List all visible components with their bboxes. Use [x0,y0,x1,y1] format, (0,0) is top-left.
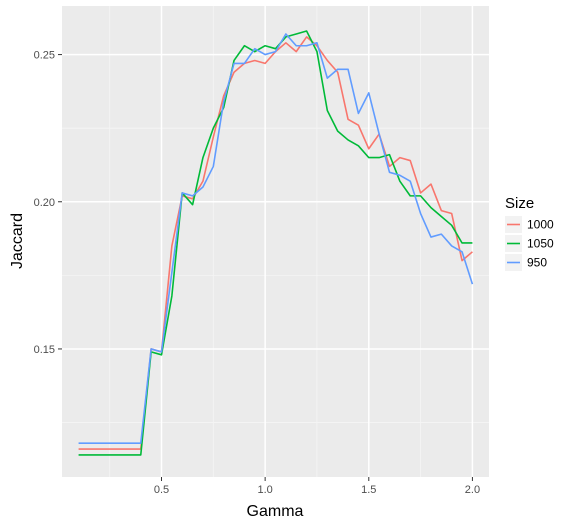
x-axis-title: Gamma [247,503,304,520]
minor-gridlines [62,6,489,477]
legend-title: Size [505,195,534,212]
x-tick-label: 0.5 [154,484,169,496]
y-tick-label: 0.25 [34,50,55,62]
major-gridlines [62,6,489,477]
y-axis-ticks: 0.15 0.20 0.25 [34,50,62,356]
x-tick-label: 1.5 [361,484,376,496]
x-axis-ticks: 0.5 1.0 1.5 2.0 [154,477,480,496]
x-tick-label: 2.0 [465,484,480,496]
x-tick-label: 1.0 [257,484,272,496]
legend-label-1000: 1000 [527,218,554,232]
legend-label-950: 950 [527,256,547,270]
legend: Size 1000 1050 950 [505,195,554,271]
y-axis-title: Jaccard [9,213,26,269]
series-lines [78,30,474,456]
series-line-950 [78,33,474,444]
y-tick-label: 0.20 [34,197,55,209]
legend-label-1050: 1050 [527,237,554,251]
series-line-1050 [78,30,473,456]
plot-panel [62,6,489,477]
y-tick-label: 0.15 [34,344,55,356]
